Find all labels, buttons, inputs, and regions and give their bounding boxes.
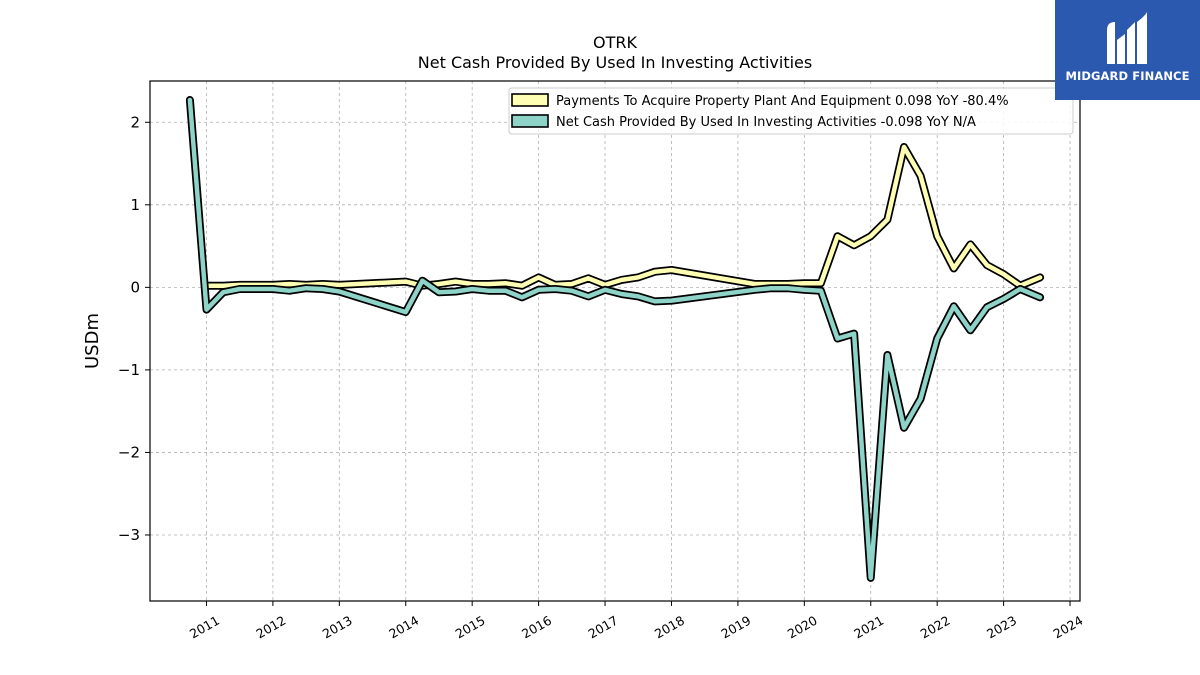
x-tick-label: 2018	[652, 613, 687, 642]
series-line-1	[187, 97, 1043, 581]
chart-subtitle: Net Cash Provided By Used In Investing A…	[418, 53, 812, 72]
y-tick-label: −2	[118, 443, 140, 461]
x-tick-label: 2014	[386, 613, 421, 642]
x-tick-label: 2011	[187, 613, 222, 642]
midgard-finance-logo: MIDGARD FINANCE	[1055, 0, 1200, 100]
series-line-0	[204, 144, 1043, 288]
x-tick-label: 2016	[519, 613, 554, 642]
x-tick-label: 2017	[585, 613, 620, 642]
x-tick-label: 2015	[453, 613, 488, 642]
legend-swatch-payments-ppe	[511, 93, 549, 107]
y-axis-label: USDm	[82, 313, 103, 369]
x-tick-label: 2020	[785, 613, 820, 642]
x-axis: 2011 2012 2013 2014 2015 2016 2017 2018 2019 2020…	[187, 601, 1086, 642]
y-tick-label: −1	[118, 361, 140, 379]
x-tick-label: 2024	[1050, 613, 1085, 642]
chart-title: OTRK	[593, 33, 637, 52]
y-tick-label: −3	[118, 526, 140, 544]
x-tick-label: 2019	[718, 613, 753, 642]
logo-mark-icon	[1107, 12, 1147, 64]
legend-swatch-net-cash-investing	[511, 114, 549, 128]
x-tick-label: 2012	[253, 613, 288, 642]
y-axis: 2 1 0 −1 −2 −3	[118, 113, 150, 544]
x-tick-label: 2022	[918, 613, 953, 642]
series-outline-1	[185, 96, 1045, 582]
y-tick-label: 0	[130, 278, 140, 296]
x-tick-label: 2013	[320, 613, 355, 642]
y-tick-label: 1	[130, 196, 140, 214]
plot-frame	[149, 80, 1081, 602]
logo-text: MIDGARD FINANCE	[1065, 69, 1190, 83]
legend-label-payments-ppe: Payments To Acquire Property Plant And E…	[556, 94, 1009, 109]
legend-box	[508, 87, 1074, 135]
x-tick-label: 2021	[851, 613, 886, 642]
series-lines	[185, 96, 1045, 582]
legend: Payments To Acquire Property Plant And E…	[508, 87, 1074, 135]
legend-label-net-cash-investing: Net Cash Provided By Used In Investing A…	[556, 115, 976, 130]
x-tick-label: 2023	[984, 613, 1019, 642]
y-tick-label: 2	[130, 113, 140, 131]
